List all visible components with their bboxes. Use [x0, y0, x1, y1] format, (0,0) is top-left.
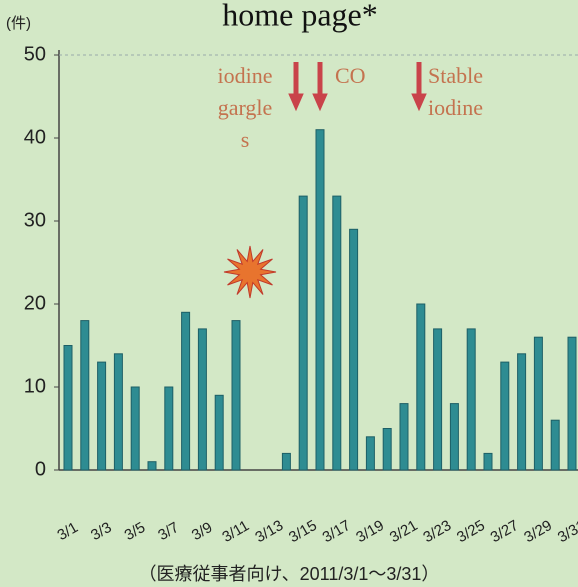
y-tick-label: 50 — [24, 43, 46, 65]
bar — [466, 328, 476, 471]
y-tick-label: 10 — [24, 375, 46, 397]
bar — [483, 452, 493, 471]
bar — [315, 129, 325, 471]
arrow-head — [312, 93, 328, 112]
bar — [365, 436, 375, 471]
y-tick-label: 20 — [24, 292, 46, 314]
footnote: （医療従事者向け、2011/3/1～3/31） — [139, 564, 440, 584]
explosion — [223, 245, 277, 299]
bar — [550, 419, 560, 471]
bar — [63, 345, 73, 471]
annotation: iodine — [218, 63, 273, 88]
bar — [164, 386, 174, 471]
bar — [349, 228, 359, 471]
bar — [231, 320, 241, 471]
chart-title: home page* — [222, 0, 378, 32]
y-tick-label: 40 — [24, 126, 46, 148]
bar — [433, 328, 443, 471]
bar — [567, 336, 577, 471]
annotation: s — [241, 127, 250, 152]
bar — [449, 403, 459, 471]
bar — [416, 303, 426, 471]
arrow-head — [288, 93, 304, 112]
arrows — [288, 62, 427, 112]
y-tick-label: 30 — [24, 209, 46, 231]
bar — [517, 353, 527, 471]
bar — [500, 361, 510, 471]
bar — [332, 195, 342, 471]
bar — [533, 336, 543, 471]
annotation: CO — [335, 63, 366, 88]
unit-label: (件) — [6, 15, 31, 32]
bar — [281, 452, 291, 471]
y-tick-label: 0 — [35, 458, 46, 480]
annotation: iodine — [428, 95, 483, 120]
bar — [181, 311, 191, 471]
annotation: gargle — [218, 95, 273, 120]
bar — [130, 386, 140, 471]
bar — [97, 361, 107, 471]
bar — [298, 195, 308, 471]
bar — [80, 320, 90, 471]
bar — [399, 403, 409, 471]
arrow-head — [411, 93, 427, 112]
annotation: Stable — [428, 63, 483, 88]
bar — [214, 394, 224, 471]
bar — [197, 328, 207, 471]
bar — [382, 428, 392, 471]
bar — [147, 461, 157, 471]
bar — [113, 353, 123, 471]
